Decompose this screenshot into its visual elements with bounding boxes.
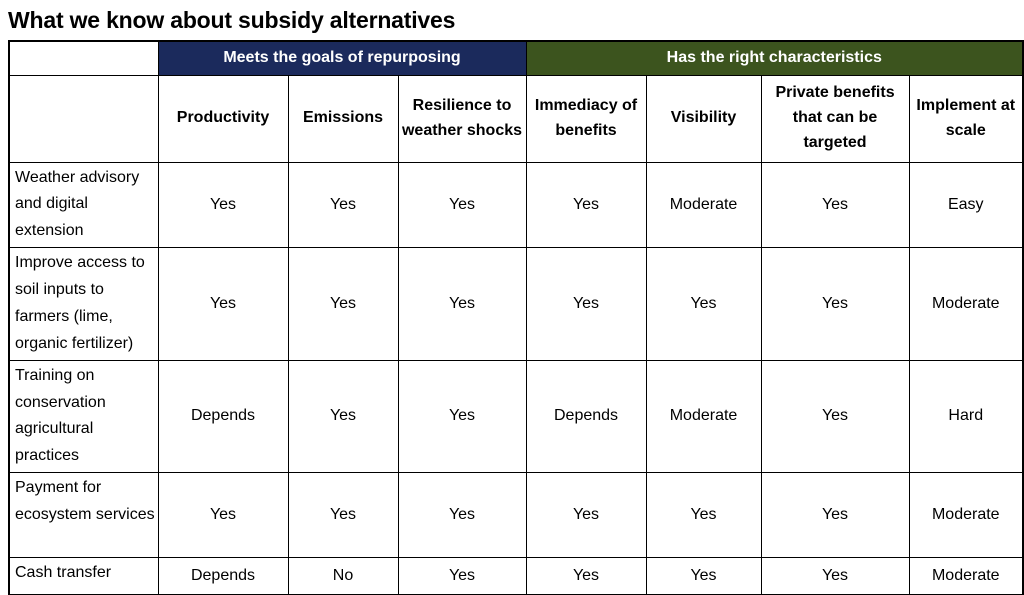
cell: Yes <box>397 247 527 361</box>
cell: Yes <box>760 359 910 474</box>
cell: Yes <box>525 472 647 559</box>
column-header-private-benefits: Private benefits that can be targeted <box>760 74 910 163</box>
column-header-row: Productivity Emissions Resilience to wea… <box>8 74 1024 163</box>
cell: Yes <box>157 161 289 249</box>
cell: Yes <box>760 161 910 249</box>
cell: Yes <box>760 247 910 361</box>
table-row: Weather advisory and digital extension Y… <box>8 161 1024 249</box>
table-row: Improve access to soil inputs to farmers… <box>8 247 1024 361</box>
row-label: Cash transfer <box>8 557 159 595</box>
cell: Moderate <box>645 161 762 249</box>
cell: Yes <box>287 472 399 559</box>
cell: Depends <box>157 359 289 474</box>
column-header-implement: Implement at scale <box>908 74 1024 163</box>
page-title: What we know about subsidy alternatives <box>8 7 456 33</box>
cell: Yes <box>525 247 647 361</box>
cell: Moderate <box>908 557 1024 595</box>
cell: Yes <box>525 557 647 595</box>
group-header-characteristics: Has the right characteristics <box>525 40 1024 76</box>
blank-header-cell <box>8 74 159 163</box>
cell: Yes <box>760 472 910 559</box>
cell: Yes <box>525 161 647 249</box>
table-row: Cash transfer Depends No Yes Yes Yes Yes… <box>8 557 1024 595</box>
cell: Yes <box>157 472 289 559</box>
row-label: Payment for ecosystem services <box>8 472 159 559</box>
row-label: Improve access to soil inputs to farmers… <box>8 247 159 361</box>
cell: Yes <box>287 247 399 361</box>
row-label: Weather advisory and digital extension <box>8 161 159 249</box>
cell: Moderate <box>908 472 1024 559</box>
cell: Yes <box>760 557 910 595</box>
corner-cell <box>8 40 159 76</box>
column-header-visibility: Visibility <box>645 74 762 163</box>
column-header-immediacy: Immediacy of benefits <box>525 74 647 163</box>
cell: Easy <box>908 161 1024 249</box>
cell: Yes <box>287 161 399 249</box>
row-label: Training on conservation agricultural pr… <box>8 359 159 474</box>
cell: Yes <box>397 161 527 249</box>
cell: Moderate <box>645 359 762 474</box>
cell: No <box>287 557 399 595</box>
cell: Depends <box>525 359 647 474</box>
cell: Yes <box>645 557 762 595</box>
cell: Moderate <box>908 247 1024 361</box>
column-header-emissions: Emissions <box>287 74 399 163</box>
table-row: Payment for ecosystem services Yes Yes Y… <box>8 472 1024 559</box>
cell: Yes <box>397 359 527 474</box>
column-header-resilience: Resilience to weather shocks <box>397 74 527 163</box>
cell: Yes <box>287 359 399 474</box>
cell: Yes <box>397 472 527 559</box>
subsidy-alternatives-table: Meets the goals of repurposing Has the r… <box>8 40 1024 595</box>
cell: Yes <box>397 557 527 595</box>
cell: Yes <box>645 472 762 559</box>
cell: Yes <box>157 247 289 361</box>
cell: Hard <box>908 359 1024 474</box>
cell: Depends <box>157 557 289 595</box>
column-header-productivity: Productivity <box>157 74 289 163</box>
table-row: Training on conservation agricultural pr… <box>8 359 1024 474</box>
group-header-repurposing: Meets the goals of repurposing <box>157 40 527 76</box>
group-header-row: Meets the goals of repurposing Has the r… <box>8 40 1024 76</box>
cell: Yes <box>645 247 762 361</box>
